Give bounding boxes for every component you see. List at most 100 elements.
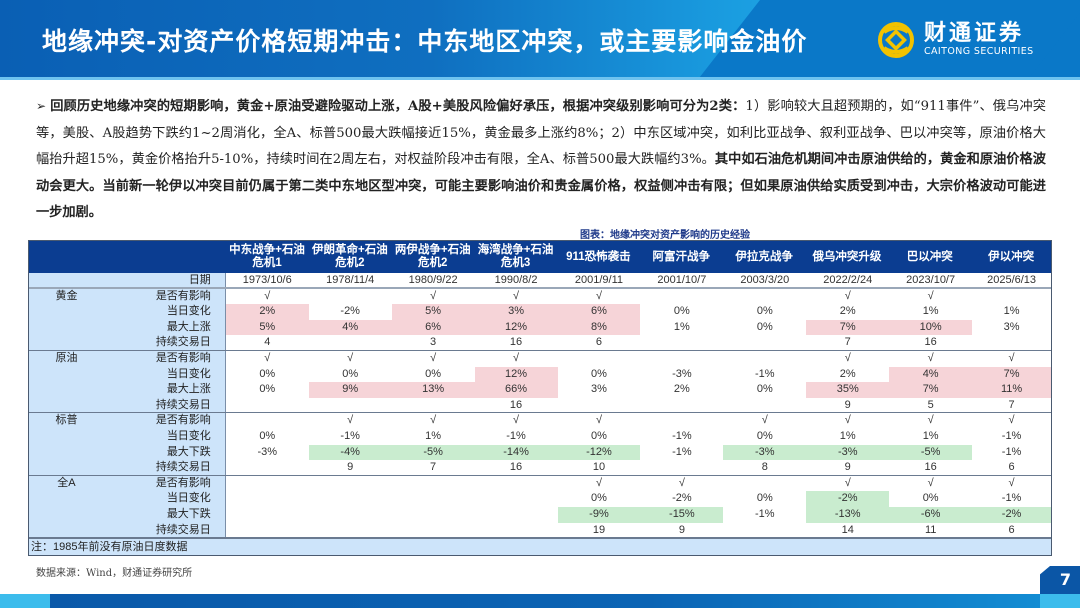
value-cell — [723, 351, 806, 367]
table-row: 黄金 是否有影响 √ √ √ √ √ √ — [29, 288, 1051, 305]
metric-label: 最大下跌 — [103, 506, 226, 523]
value-cell: √ — [1008, 476, 1015, 489]
table-note: 注：1985年前没有原油日度数据 — [29, 538, 1051, 556]
date-label: 日期 — [103, 273, 226, 287]
value-cell: -12% — [557, 444, 641, 461]
value-cell: -14% — [474, 444, 558, 461]
data-source: 数据来源：Wind，财通证券研究所 — [36, 568, 193, 579]
metric-label: 最大上涨 — [103, 319, 226, 336]
value-cell: -3% — [257, 445, 278, 458]
date-cell: 2023/10/7 — [906, 274, 956, 286]
value-cell: 8% — [557, 319, 641, 336]
value-cell: 7 — [1008, 398, 1015, 411]
value-cell: 7% — [972, 366, 1052, 383]
value-cell: -6% — [889, 506, 973, 523]
logo-chinese-name: 财通证券 — [924, 21, 1025, 46]
table-row: 全A 是否有影响 √ √ √ √ √ — [29, 475, 1051, 492]
asset-label: 全A — [29, 475, 104, 492]
date-group-cell — [29, 273, 104, 287]
value-cell: -1% — [1001, 445, 1022, 458]
value-cell: 1% — [673, 320, 690, 333]
value-cell: 6 — [1008, 461, 1015, 474]
value-cell: √ — [595, 414, 602, 427]
value-cell: 7% — [889, 382, 973, 398]
value-cell: -3% — [806, 444, 890, 461]
value-cell: -2% — [340, 305, 360, 318]
date-cell: 2022/2/24 — [823, 274, 873, 286]
value-cell: 11% — [972, 382, 1052, 398]
value-cell: 3% — [474, 304, 558, 320]
table-row: 当日变化 0% -1% 1% -1% 0% -1% 0% 1% 1% -1% — [29, 428, 1051, 445]
asset-label — [29, 428, 104, 445]
metric-label: 是否有影响 — [103, 475, 226, 492]
value-cell — [723, 476, 806, 492]
value-cell — [640, 413, 723, 429]
value-cell: -1% — [672, 445, 692, 458]
value-cell: √ — [761, 414, 768, 427]
intro-paragraph: ➢ 回顾历史地缘冲突的短期影响，黄金+原油受避险驱动上涨，A股+美股风险偏好承压，… — [36, 93, 1046, 227]
value-cell — [309, 476, 392, 492]
value-cell: √ — [430, 414, 437, 427]
value-cell: √ — [927, 289, 934, 302]
value-cell: 16 — [509, 398, 523, 411]
value-cell: 4% — [308, 319, 392, 336]
value-cell — [226, 460, 309, 475]
table-header-row: 中东战争+石油 危机1 伊朗革命+石油 危机2 两伊战争+石油 危机2 海湾战争+石油… — [29, 241, 1051, 273]
value-cell: 0% — [673, 305, 690, 318]
value-cell: √ — [927, 414, 934, 427]
value-cell: 0% — [259, 367, 276, 380]
value-cell: √ — [844, 289, 851, 302]
slide-header: 地缘冲突-对资产价格短期冲击：中东地区冲突，或主要影响金油价 财通证券 CAIT… — [0, 0, 1080, 80]
value-cell: -4% — [308, 444, 392, 461]
value-cell: 6% — [391, 319, 475, 336]
asset-label — [29, 382, 104, 398]
date-cell: 1980/9/22 — [408, 274, 458, 286]
value-cell: √ — [513, 289, 520, 302]
value-cell: 7 — [844, 336, 851, 349]
value-cell — [309, 491, 392, 507]
value-cell: 14 — [841, 523, 854, 536]
value-cell: 13% — [391, 382, 475, 398]
footer-accent-right — [1040, 594, 1080, 608]
value-cell: 0% — [922, 492, 939, 505]
date-cell: 1973/10/6 — [242, 274, 292, 286]
table-row: 最大下跌 -9% -15% -1% -13% -6% -2% — [29, 506, 1052, 523]
date-cell: 1978/11/4 — [326, 274, 375, 286]
asset-label — [29, 444, 104, 461]
value-cell — [392, 523, 475, 538]
value-cell: 1% — [922, 305, 939, 318]
table-row: 持续交易日 9 7 16 10 8 9 16 6 — [29, 460, 1051, 476]
value-cell — [640, 351, 723, 367]
value-cell — [558, 351, 641, 367]
table-row: 最大下跌 -3% -4% -5% -14% -12% -1% -3% -3% -5% -1% — [29, 444, 1051, 461]
value-cell: √ — [513, 414, 520, 427]
value-cell — [309, 523, 392, 538]
intro-bold-conclusion: 其中如石油危机期间冲击原油供给的，黄金和原油价格波动会更大。当前新一轮伊以冲突目… — [36, 152, 1046, 220]
table-row: 当日变化 0% 0% 0% 12% 0% -3% -1% 2% 4% 7% — [29, 366, 1052, 383]
value-cell: 9 — [844, 461, 851, 474]
value-cell: 9 — [678, 523, 685, 536]
value-cell — [972, 335, 1051, 350]
value-cell: 0% — [756, 305, 773, 318]
value-cell: 19 — [592, 523, 606, 536]
value-cell: √ — [844, 414, 851, 427]
value-cell: -3% — [672, 367, 692, 380]
metric-label: 持续交易日 — [103, 460, 226, 475]
column-header: 伊拉克战争 — [735, 250, 793, 263]
value-cell: 2% — [673, 383, 690, 396]
value-cell: 0% — [756, 492, 773, 505]
caitong-logo-icon — [878, 22, 914, 58]
date-cell: 2001/10/7 — [657, 274, 707, 286]
column-header: 中东战争+石油 危机1 — [229, 244, 305, 269]
value-cell: 3 — [430, 336, 437, 349]
value-cell — [640, 335, 723, 350]
asset-label — [29, 366, 104, 383]
value-cell: 0% — [425, 367, 442, 380]
header-blank-cell — [29, 241, 226, 273]
asset-label: 标普 — [29, 413, 104, 429]
value-cell: 16 — [509, 336, 523, 349]
date-row: 日期 1973/10/6 1978/11/4 1980/9/22 1990/8/2 20… — [29, 273, 1051, 289]
value-cell: √ — [927, 351, 934, 364]
asset-label — [29, 335, 104, 350]
table-row: 最大上涨 0% 9% 13% 66% 3% 2% 0% 35% 7% 11% — [29, 382, 1052, 398]
